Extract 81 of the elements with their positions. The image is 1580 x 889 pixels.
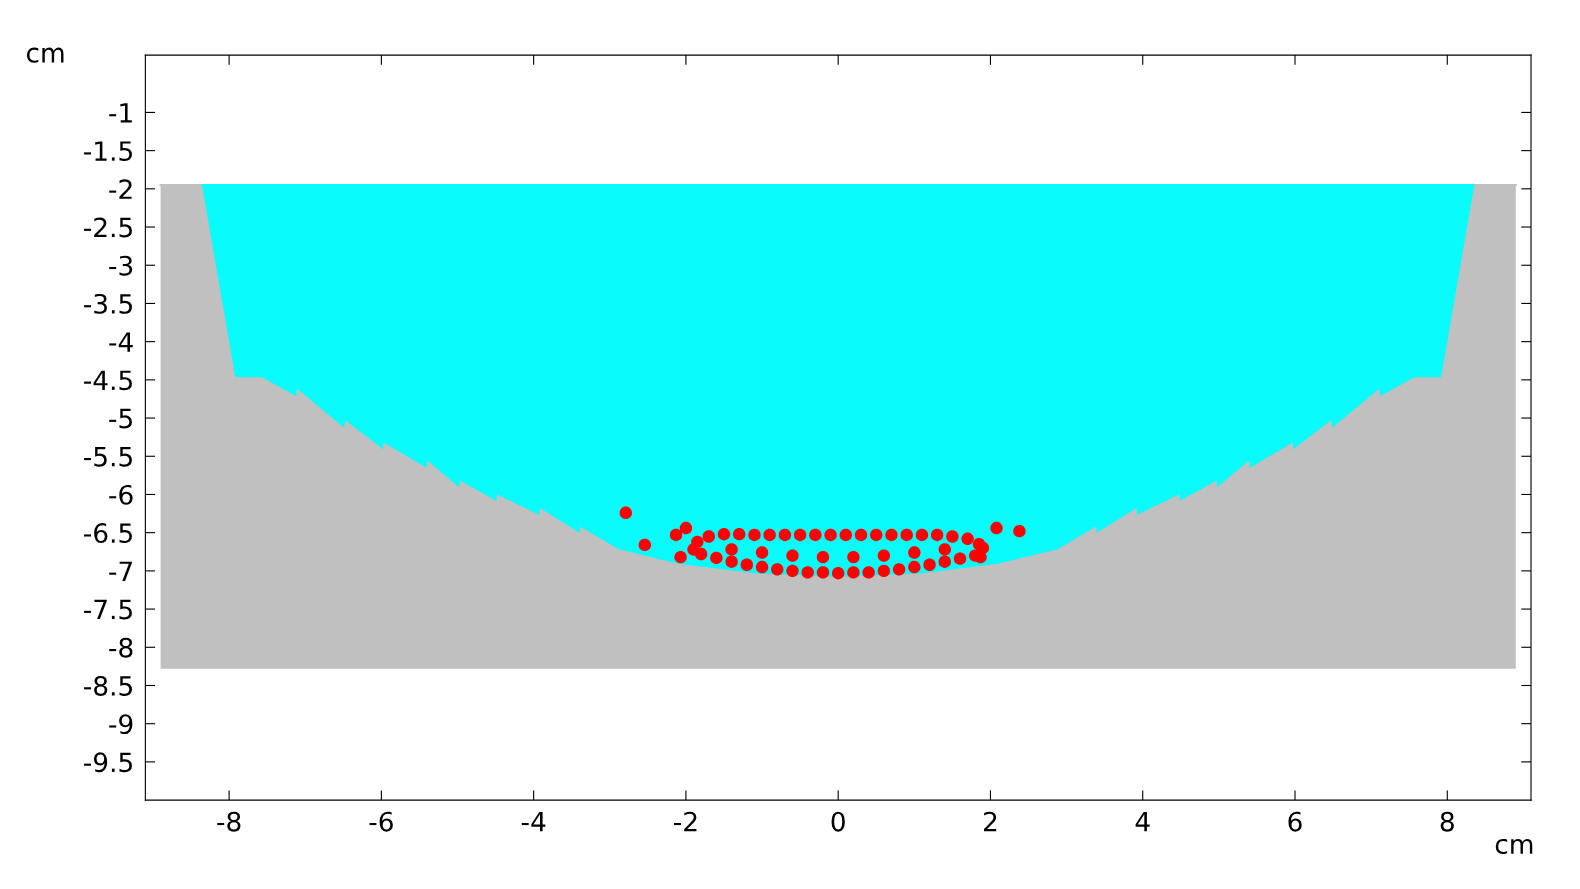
point [831,566,845,580]
point [786,564,799,578]
point [847,566,860,579]
point [938,543,951,556]
point [990,521,1003,535]
y-tick-label: -7 [109,561,132,581]
y-tick-label: -3.5 [84,293,132,314]
y-tick-label: -9.5 [84,752,132,773]
point [915,528,929,542]
point [839,528,853,542]
point [885,528,898,542]
x-tick-label: 2 [984,811,997,832]
y-tick-label: -5.5 [84,447,132,467]
point [674,550,687,564]
point [755,560,769,574]
y-tick-label: -4.5 [84,370,132,391]
point [816,566,830,579]
point [717,527,731,541]
point [725,555,738,568]
point [824,528,837,542]
y-tick-label: -6.5 [84,523,132,544]
x-tick-label: -8 [217,811,241,832]
y-axis-title: cm [26,47,64,63]
point [892,563,906,576]
y-tick-label: -4 [109,332,133,352]
y-tick-label: -1.5 [84,141,132,162]
x-axis-title: cm [1495,838,1533,855]
x-tick-label: -4 [521,812,546,832]
y-tick-label: -8 [109,637,133,658]
y-tick-label: -9 [109,714,133,735]
point [908,546,921,559]
point [638,538,652,552]
point [771,563,784,576]
y-tick-label: -2 [109,179,132,199]
point [816,550,830,564]
point [847,550,860,564]
point [923,558,936,571]
point [870,528,883,542]
y-tick-label: -1 [109,103,132,123]
point [725,543,738,556]
point [679,521,693,535]
point [710,551,723,565]
point [938,555,951,568]
y-tick-label: -2.5 [84,217,132,238]
point [748,528,761,542]
y-tick-label: -8.5 [84,675,132,696]
x-tick-label: 0 [831,811,845,832]
x-tick-label: 4 [1135,812,1150,832]
point [908,560,921,574]
point [1013,524,1026,538]
x-tick-label: -6 [369,811,393,832]
y-tick-label: -5 [109,408,132,429]
y-tick-label: -3 [109,255,133,276]
point [946,530,959,543]
point [854,528,868,542]
point [809,528,822,542]
point [687,543,700,556]
x-tick-label: 6 [1288,811,1302,832]
point [877,564,891,578]
y-tick-label: -6 [109,484,133,505]
point [669,528,683,542]
point [619,506,632,520]
point [900,528,913,542]
point [786,549,799,562]
point [930,528,944,542]
point [702,530,715,543]
point [733,527,746,541]
point [740,558,754,571]
point [976,541,990,555]
point [763,528,776,542]
x-tick-label: -2 [674,811,697,832]
y-tick-label: -7.5 [84,599,132,620]
point [877,549,891,562]
point [862,566,875,579]
point [755,546,769,559]
x-tick-label: 8 [1440,811,1454,832]
point [953,552,967,565]
point [793,528,807,542]
point [961,532,974,545]
point [801,566,814,579]
point [778,528,792,542]
